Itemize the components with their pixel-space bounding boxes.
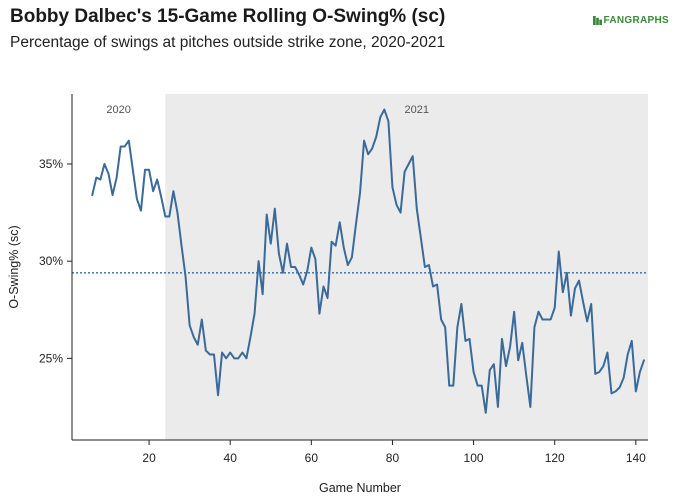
series-line xyxy=(91,108,645,414)
season-labels: 2020 2021 xyxy=(106,104,429,116)
y-axis-label: O-Swing% (sc) xyxy=(7,225,21,308)
chart-title: Bobby Dalbec's 15-Game Rolling O-Swing% … xyxy=(10,6,446,27)
fangraphs-logo: FANGRAPHS xyxy=(592,15,669,26)
x-tick-label: 120 xyxy=(545,451,565,465)
y-tick-label: 30% xyxy=(39,254,63,268)
season-2021-shading xyxy=(165,94,648,440)
x-axis-ticks: 20 40 60 80 100 120 140 xyxy=(142,440,646,465)
season-label-2021: 2021 xyxy=(405,104,429,116)
x-tick-label: 140 xyxy=(626,451,646,465)
y-tick-label: 25% xyxy=(39,351,63,365)
season-label-2020: 2020 xyxy=(106,104,130,116)
x-tick-label: 100 xyxy=(464,451,484,465)
x-tick-label: 60 xyxy=(305,451,319,465)
y-tick-label: 35% xyxy=(39,157,63,171)
fangraphs-logo-icon xyxy=(592,16,602,25)
x-tick-label: 20 xyxy=(142,451,156,465)
x-tick-label: 40 xyxy=(224,451,238,465)
chart-subtitle: Percentage of swings at pitches outside … xyxy=(10,34,446,51)
x-tick-label: 80 xyxy=(386,451,400,465)
x-axis-label: Game Number xyxy=(319,481,401,495)
fangraphs-logo-text: FANGRAPHS xyxy=(603,15,669,26)
y-axis-ticks: 25% 30% 35% xyxy=(39,157,72,365)
